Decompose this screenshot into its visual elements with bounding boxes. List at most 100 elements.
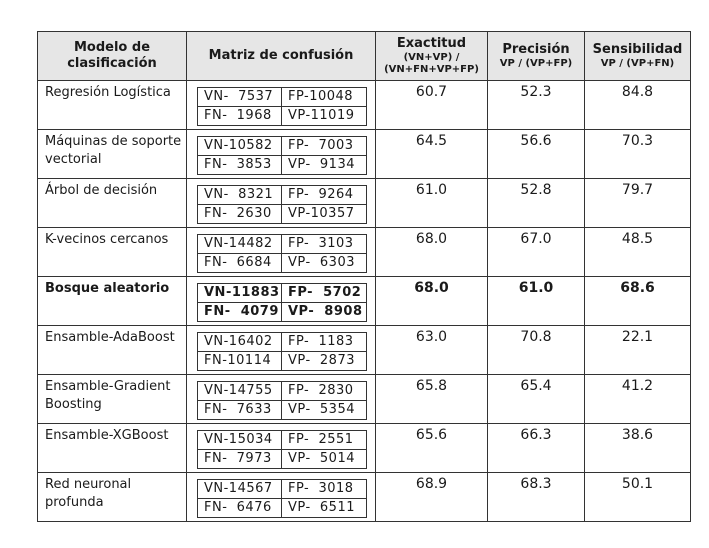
table-row: Ensamble-Gradient Boosting VN-14755 FP- 28… — [38, 375, 690, 424]
matrix-row-bottom: FN- 1968 VP-11019 — [198, 106, 366, 125]
table-row: Ensamble-XGBoost VN-15034 FP- 2551 FN- 7973… — [38, 424, 690, 473]
header-model: Modelo de clasificación — [38, 32, 187, 80]
precision-value: 66.3 — [488, 424, 585, 472]
matrix-vn: VN-16402 — [204, 334, 273, 349]
matrix-fn: FN- 7973 — [204, 451, 272, 466]
confusion-matrix-cell: VN- 7537 FP-10048 FN- 1968 VP-11019 — [187, 81, 376, 129]
confusion-matrix-cell: VN-15034 FP- 2551 FN- 7973 VP- 5014 — [187, 424, 376, 472]
accuracy-value: 60.7 — [376, 81, 488, 129]
confusion-matrix-cell: VN-16402 FP- 1183 FN-10114 VP- 2873 — [187, 326, 376, 374]
matrix-fn: FN- 6684 — [204, 255, 272, 270]
header-accuracy-formula: (VN+VP) / (VN+FN+VP+FP) — [384, 52, 479, 75]
header-model-label: Modelo de clasificación — [67, 40, 157, 71]
matrix-row-top: VN-14482 FP- 3103 — [198, 235, 366, 253]
sensitivity-value: 70.3 — [621, 133, 654, 149]
table-row: Bosque aleatorio VN-11883 FP- 5702 FN- 4079… — [38, 277, 690, 326]
sensitivity-value: 41.2 — [621, 378, 654, 394]
precision-value: 68.3 — [488, 473, 585, 521]
matrix-row-top: VN-14755 FP- 2830 — [198, 382, 366, 400]
accuracy-value: 68.0 — [376, 277, 488, 325]
matrix-fp: FP- 3103 — [281, 235, 364, 253]
matrix-fp: FP- 1183 — [281, 333, 364, 351]
matrix-vp: VP- 6511 — [281, 499, 364, 517]
model-name: K-vecinos cercanos — [38, 228, 187, 276]
table-row: Regresión Logística VN- 7537 FP-10048 FN- 1… — [38, 81, 690, 130]
header-sensitivity: Sensibilidad VP / (VP+FN) — [585, 32, 690, 80]
matrix-fp: FP- 7003 — [281, 137, 364, 155]
matrix-vn: VN-14755 — [204, 383, 273, 398]
confusion-matrix-cell: VN-11883 FP- 5702 FN- 4079 VP- 8908 — [187, 277, 376, 325]
accuracy-value: 68.9 — [376, 473, 488, 521]
header-accuracy: Exactitud (VN+VP) / (VN+FN+VP+FP) — [376, 32, 488, 80]
accuracy-value: 63.0 — [376, 326, 488, 374]
precision-value: 61.0 — [488, 277, 585, 325]
confusion-matrix: VN-14567 FP- 3018 FN- 6476 VP- 6511 — [197, 479, 367, 518]
table-row: Red neuronal profunda VN-14567 FP- 3018 FN-… — [38, 473, 690, 521]
precision-value: 52.8 — [488, 179, 585, 227]
matrix-vp: VP- 5014 — [281, 450, 364, 468]
matrix-fn: FN- 3853 — [204, 157, 272, 172]
matrix-vn: VN-11883 — [204, 285, 280, 300]
header-matrix-label: Matriz de confusión — [208, 48, 354, 63]
precision-value: 52.3 — [488, 81, 585, 129]
model-name: Red neuronal profunda — [38, 473, 187, 521]
matrix-row-top: VN-15034 FP- 2551 — [198, 431, 366, 449]
header-precision-label: Precisión — [502, 42, 570, 57]
matrix-row-top: VN-11883 FP- 5702 — [198, 284, 366, 302]
confusion-matrix: VN-10582 FP- 7003 FN- 3853 VP- 9134 — [197, 136, 367, 175]
confusion-matrix: VN-14482 FP- 3103 FN- 6684 VP- 6303 — [197, 234, 367, 273]
matrix-vp: VP- 8908 — [281, 303, 364, 321]
confusion-matrix: VN-14755 FP- 2830 FN- 7633 VP- 5354 — [197, 381, 367, 420]
matrix-vp: VP- 9134 — [281, 156, 364, 174]
matrix-fn: FN- 6476 — [204, 500, 272, 515]
matrix-fp: FP- 5702 — [281, 284, 364, 302]
matrix-row-top: VN-14567 FP- 3018 — [198, 480, 366, 498]
matrix-vn: VN-15034 — [204, 432, 273, 447]
table-row: K-vecinos cercanos VN-14482 FP- 3103 FN- 66… — [38, 228, 690, 277]
table-row: Ensamble-AdaBoost VN-16402 FP- 1183 FN-1011… — [38, 326, 690, 375]
matrix-fp: FP- 9264 — [281, 186, 364, 204]
matrix-row-bottom: FN- 6684 VP- 6303 — [198, 253, 366, 272]
accuracy-value: 65.8 — [376, 375, 488, 423]
sensitivity-value: 79.7 — [621, 182, 654, 198]
model-name: Regresión Logística — [38, 81, 187, 129]
sensitivity-value: 84.8 — [621, 84, 654, 100]
confusion-matrix-cell: VN-14482 FP- 3103 FN- 6684 VP- 6303 — [187, 228, 376, 276]
sensitivity-value: 48.5 — [621, 231, 654, 247]
matrix-row-bottom: FN- 2630 VP-10357 — [198, 204, 366, 223]
confusion-matrix: VN-11883 FP- 5702 FN- 4079 VP- 8908 — [197, 283, 367, 322]
matrix-fp: FP- 2830 — [281, 382, 364, 400]
matrix-fn: FN- 4079 — [204, 304, 279, 319]
matrix-vn: VN-14567 — [204, 481, 273, 496]
matrix-fp: FP-10048 — [281, 88, 364, 106]
confusion-matrix: VN-15034 FP- 2551 FN- 7973 VP- 5014 — [197, 430, 367, 469]
matrix-vn: VN-10582 — [204, 138, 273, 153]
accuracy-value: 65.6 — [376, 424, 488, 472]
sensitivity-value: 50.1 — [621, 476, 654, 492]
header-sensitivity-label: Sensibilidad — [592, 42, 683, 57]
matrix-vp: VP-10357 — [281, 205, 364, 223]
header-sensitivity-formula: VP / (VP+FN) — [600, 58, 675, 69]
confusion-matrix-cell: VN-14755 FP- 2830 FN- 7633 VP- 5354 — [187, 375, 376, 423]
confusion-matrix-cell: VN-14567 FP- 3018 FN- 6476 VP- 6511 — [187, 473, 376, 521]
matrix-row-top: VN- 7537 FP-10048 — [198, 88, 366, 106]
results-table: Modelo de clasificación Matriz de confus… — [37, 31, 691, 522]
header-matrix: Matriz de confusión — [187, 32, 376, 80]
matrix-fp: FP- 2551 — [281, 431, 364, 449]
confusion-matrix: VN- 8321 FP- 9264 FN- 2630 VP-10357 — [197, 185, 367, 224]
matrix-fn: FN- 1968 — [204, 108, 272, 123]
confusion-matrix-cell: VN-10582 FP- 7003 FN- 3853 VP- 9134 — [187, 130, 376, 178]
matrix-vn: VN-14482 — [204, 236, 273, 251]
matrix-row-bottom: FN- 4079 VP- 8908 — [198, 302, 366, 321]
matrix-row-top: VN- 8321 FP- 9264 — [198, 186, 366, 204]
matrix-vn: VN- 8321 — [204, 187, 274, 202]
matrix-vp: VP- 5354 — [281, 401, 364, 419]
model-name: Árbol de decisión — [38, 179, 187, 227]
confusion-matrix-cell: VN- 8321 FP- 9264 FN- 2630 VP-10357 — [187, 179, 376, 227]
matrix-fn: FN- 2630 — [204, 206, 272, 221]
precision-value: 65.4 — [488, 375, 585, 423]
model-name: Máquinas de soporte vectorial — [38, 130, 187, 178]
precision-value: 70.8 — [488, 326, 585, 374]
table-header: Modelo de clasificación Matriz de confus… — [38, 32, 690, 81]
table-body: Regresión Logística VN- 7537 FP-10048 FN- 1… — [38, 81, 690, 521]
